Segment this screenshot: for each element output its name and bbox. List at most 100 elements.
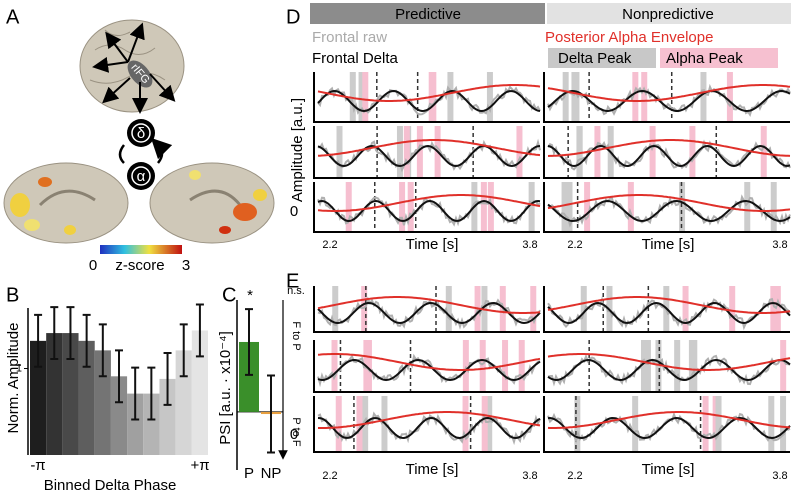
alpha-peak bbox=[644, 340, 651, 392]
trace-axes bbox=[313, 182, 540, 233]
delta-peak bbox=[574, 396, 581, 452]
alpha-peak bbox=[632, 72, 639, 122]
significance: n.s. bbox=[287, 285, 305, 297]
envelope-trace bbox=[317, 353, 541, 371]
bar bbox=[94, 350, 111, 455]
error-bar bbox=[66, 306, 75, 361]
condition-title: Nonpredictive bbox=[622, 6, 714, 23]
x-axis-label: Time [s] bbox=[406, 461, 459, 478]
legend-raw: Frontal raw bbox=[312, 29, 387, 46]
delta-trace bbox=[547, 199, 791, 223]
delta-peak bbox=[336, 126, 343, 178]
x-axis-label: Time [s] bbox=[642, 236, 695, 253]
delta-peak bbox=[627, 182, 634, 232]
panel-label: E bbox=[286, 270, 299, 292]
raw-trace bbox=[547, 83, 791, 118]
envelope-trace bbox=[317, 139, 541, 157]
delta-peak bbox=[416, 126, 423, 178]
panel-label: B bbox=[6, 284, 19, 306]
envelope-trace bbox=[547, 353, 791, 371]
delta-trace bbox=[317, 89, 541, 113]
bar bbox=[110, 376, 128, 455]
y-axis-label: PSI [a.u. · x10⁻⁴] bbox=[217, 331, 234, 445]
trace-axes bbox=[543, 126, 790, 179]
bar bbox=[159, 378, 176, 455]
zero-label: 0 bbox=[290, 426, 298, 443]
direction-label: P to F bbox=[290, 417, 302, 446]
panel-label: C bbox=[222, 284, 236, 306]
alpha-peak bbox=[562, 72, 569, 122]
delta-trace bbox=[547, 89, 791, 113]
alpha-peak bbox=[480, 182, 487, 232]
colorbar-min: 0 bbox=[89, 257, 97, 274]
alpha-peak bbox=[462, 396, 469, 452]
alpha-peak bbox=[518, 340, 525, 392]
delta-peak bbox=[335, 396, 342, 452]
brain-lateral: rIFG bbox=[79, 19, 185, 114]
error-bar bbox=[50, 306, 59, 361]
envelope-trace bbox=[547, 84, 791, 102]
raw-trace bbox=[317, 353, 541, 388]
alpha-symbol: α bbox=[137, 168, 146, 185]
envelope-trace bbox=[317, 194, 541, 212]
trace-axes bbox=[543, 182, 790, 233]
alpha-peak bbox=[358, 72, 365, 122]
trace-axes bbox=[543, 396, 790, 453]
colorbar-label: z-score bbox=[115, 257, 164, 274]
delta-trace bbox=[317, 144, 541, 168]
delta-peak bbox=[561, 182, 568, 232]
envelope-trace bbox=[547, 296, 791, 314]
condition-title: Predictive bbox=[395, 6, 461, 23]
x-axis-label: Binned Delta Phase bbox=[44, 477, 177, 494]
error-bar bbox=[98, 323, 107, 378]
trace-axes bbox=[313, 72, 540, 123]
panel-label: D bbox=[286, 6, 300, 28]
x-tick-label: +π bbox=[190, 457, 209, 474]
alpha-peak bbox=[566, 182, 573, 232]
bar bbox=[239, 341, 259, 412]
bar bbox=[46, 333, 63, 455]
error-bar bbox=[34, 313, 43, 368]
x-start: 2.2 bbox=[322, 470, 337, 482]
trace-axes bbox=[313, 396, 540, 453]
error-bar bbox=[267, 374, 275, 454]
panel-label: A bbox=[6, 6, 20, 28]
error-bar bbox=[147, 366, 156, 421]
delta-trace bbox=[317, 301, 541, 325]
bar bbox=[62, 333, 79, 455]
delta-peak bbox=[530, 286, 537, 332]
delta-peak bbox=[362, 72, 369, 122]
delta-peak bbox=[700, 72, 707, 122]
legend-box bbox=[660, 48, 778, 68]
envelope-trace bbox=[547, 194, 791, 212]
delta-peak bbox=[396, 126, 403, 178]
delta-peak bbox=[774, 286, 781, 332]
alpha-peak bbox=[780, 396, 787, 452]
alpha-peak bbox=[332, 286, 339, 332]
alpha-peak bbox=[445, 286, 452, 332]
zero-label: 0 bbox=[290, 203, 298, 220]
bar bbox=[191, 330, 208, 455]
x-end: 3.8 bbox=[772, 239, 787, 251]
error-bar bbox=[82, 313, 91, 368]
bar bbox=[143, 393, 160, 455]
delta-peak bbox=[640, 340, 647, 392]
bar bbox=[175, 350, 192, 455]
delta-trace bbox=[317, 416, 541, 440]
significance: * bbox=[247, 287, 253, 304]
brain-medial bbox=[3, 162, 275, 244]
delta-peak bbox=[649, 126, 656, 178]
bar bbox=[78, 340, 95, 455]
x-tick-label: NP bbox=[261, 465, 282, 482]
error-bar bbox=[115, 349, 123, 404]
colorbar-max: 3 bbox=[182, 257, 190, 274]
envelope-trace bbox=[547, 139, 791, 157]
alpha-peak bbox=[760, 126, 767, 178]
delta-trace bbox=[317, 358, 541, 382]
alpha-peak bbox=[641, 72, 648, 122]
delta-peak bbox=[447, 72, 454, 122]
alpha-peak bbox=[407, 182, 414, 232]
delta-peak bbox=[770, 286, 777, 332]
alpha-peak bbox=[576, 126, 583, 178]
